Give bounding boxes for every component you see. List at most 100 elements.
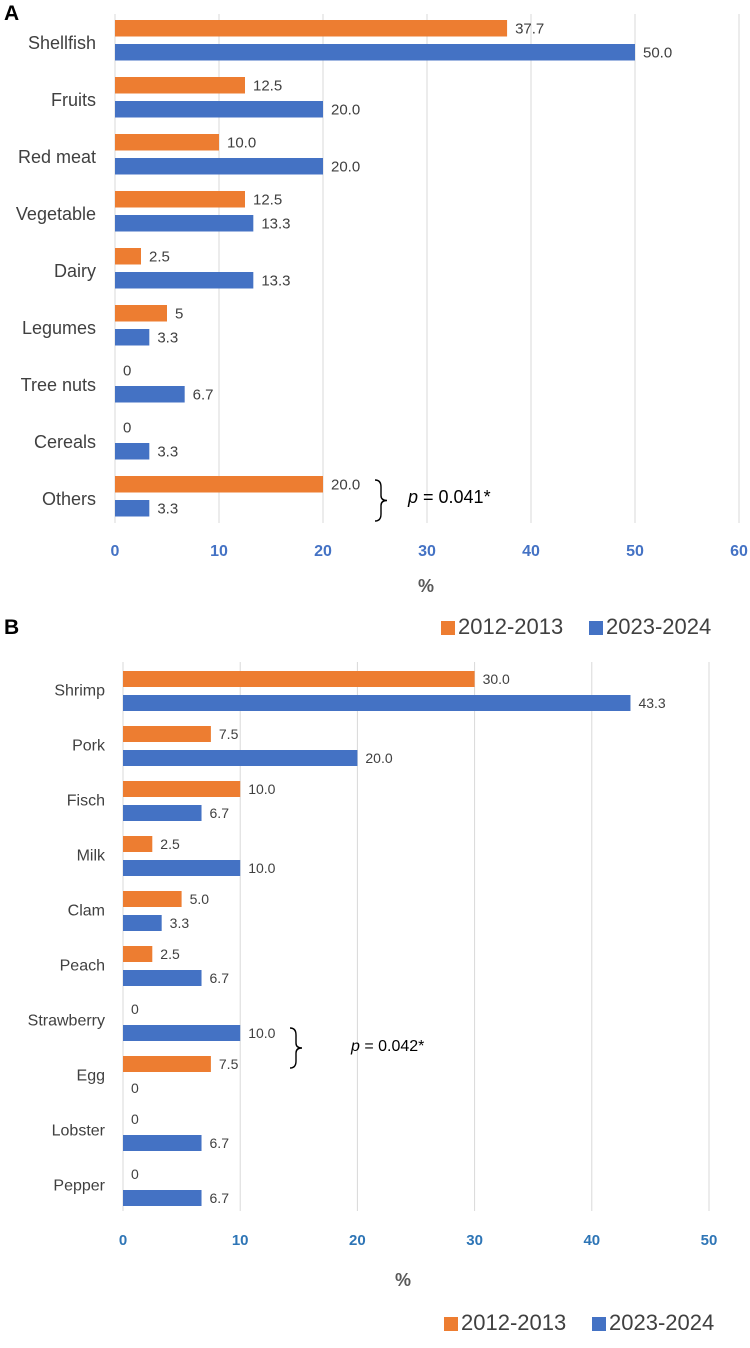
category-label-lobster: Lobster	[52, 1122, 106, 1139]
x-tick-label: 0	[119, 1232, 127, 1249]
data-label-2023-2024-tree-nuts: 6.7	[193, 387, 214, 404]
data-label-2012-2013-cereals: 0	[123, 420, 131, 437]
data-label-2023-2024-milk: 10.0	[248, 860, 275, 876]
category-label-dairy: Dairy	[54, 261, 96, 281]
data-label-2023-2024-shrimp: 43.3	[638, 695, 665, 711]
bar-2023-2024-milk	[123, 860, 241, 876]
bar-2023-2024-fisch	[123, 805, 202, 821]
p-value-annotation: p = 0.041*	[407, 487, 491, 507]
data-label-2012-2013-legumes: 5	[175, 306, 183, 323]
data-label-2023-2024-legumes: 3.3	[157, 330, 178, 347]
data-label-2012-2013-peach: 2.5	[160, 946, 180, 962]
category-label-egg: Egg	[77, 1067, 105, 1084]
category-label-pepper: Pepper	[53, 1177, 105, 1194]
bar-2012-2013-pork	[123, 726, 211, 742]
category-label-peach: Peach	[60, 957, 105, 974]
legend-a: 2012-2013 2023-2024	[441, 614, 711, 639]
bar-2023-2024-red-meat	[115, 158, 323, 175]
bar-2012-2013-peach	[123, 946, 153, 962]
significance-brace	[374, 479, 388, 522]
x-tick-label: 30	[418, 543, 436, 560]
data-label-2012-2013-egg: 7.5	[219, 1056, 239, 1072]
p-value: = 0.041*	[423, 487, 491, 507]
data-label-2023-2024-cereals: 3.3	[157, 444, 178, 461]
bar-2023-2024-peach	[123, 970, 202, 986]
bar-2012-2013-red-meat	[115, 134, 219, 151]
legend-label-2012-2013: 2012-2013	[461, 1310, 566, 1335]
data-label-2012-2013-strawberry: 0	[131, 1001, 139, 1017]
legend-swatch-2023-2024	[589, 621, 603, 635]
data-label-2012-2013-fruits: 12.5	[253, 78, 282, 95]
x-tick-label: 10	[210, 543, 228, 560]
bar-2023-2024-others	[115, 500, 150, 517]
p-value: = 0.042*	[364, 1038, 424, 1055]
category-label-clam: Clam	[68, 902, 105, 919]
x-tick-label: 40	[522, 543, 540, 560]
bar-2023-2024-lobster	[123, 1135, 202, 1151]
p-symbol: p	[407, 487, 423, 507]
bar-2012-2013-fisch	[123, 781, 241, 797]
data-label-2023-2024-peach: 6.7	[210, 970, 230, 986]
x-tick-label: 50	[701, 1232, 718, 1249]
data-label-2023-2024-egg: 0	[131, 1080, 139, 1096]
bar-2023-2024-shrimp	[123, 695, 631, 711]
category-label-milk: Milk	[77, 847, 106, 864]
bar-2023-2024-dairy	[115, 272, 254, 289]
data-label-2023-2024-clam: 3.3	[170, 915, 190, 931]
category-label-cereals: Cereals	[34, 432, 96, 452]
data-label-2012-2013-dairy: 2.5	[149, 249, 170, 266]
category-label-legumes: Legumes	[22, 318, 96, 338]
x-tick-label: 20	[349, 1232, 366, 1249]
x-tick-label: 60	[730, 543, 748, 560]
bar-2012-2013-fruits	[115, 77, 245, 94]
x-tick-label: 30	[466, 1232, 483, 1249]
legend-label-2023-2024: 2023-2024	[606, 614, 711, 639]
data-label-2023-2024-fisch: 6.7	[210, 805, 230, 821]
x-tick-label: 50	[626, 543, 644, 560]
bar-2012-2013-milk	[123, 836, 153, 852]
legend-swatch-2023-2024	[592, 1317, 606, 1331]
chart-panel-b: B 0 10 20 30 40 50 Shrimp 30.0 43.3 Pork 7.5 20.0 Fis…	[4, 616, 717, 1335]
legend-label-2023-2024: 2023-2024	[609, 1310, 714, 1335]
legend-label-2012-2013: 2012-2013	[458, 614, 563, 639]
bar-2012-2013-dairy	[115, 248, 141, 265]
data-label-2023-2024-pepper: 6.7	[210, 1190, 230, 1206]
bar-2023-2024-clam	[123, 915, 162, 931]
data-label-2012-2013-milk: 2.5	[160, 836, 180, 852]
bar-2012-2013-shrimp	[123, 671, 475, 687]
x-tick-label: 10	[232, 1232, 249, 1249]
bar-2012-2013-egg	[123, 1056, 211, 1072]
bar-2012-2013-legumes	[115, 305, 167, 322]
category-label-pork: Pork	[72, 737, 106, 754]
data-label-2012-2013-fisch: 10.0	[248, 781, 275, 797]
data-label-2012-2013-shellfish: 37.7	[515, 21, 544, 38]
category-label-fisch: Fisch	[67, 792, 105, 809]
bar-2012-2013-vegetable	[115, 191, 245, 208]
data-label-2012-2013-pork: 7.5	[219, 726, 239, 742]
category-label-tree-nuts: Tree nuts	[21, 375, 96, 395]
panel-letter-b: B	[4, 616, 19, 639]
bar-2012-2013-clam	[123, 891, 182, 907]
data-label-2023-2024-strawberry: 10.0	[248, 1025, 275, 1041]
data-label-2012-2013-red-meat: 10.0	[227, 135, 256, 152]
legend-swatch-2012-2013	[444, 1317, 458, 1331]
chart-panel-a: A0 10 20 30 40 50 60Shellfish37.750.0Fruits12.…	[4, 2, 748, 639]
bar-2023-2024-vegetable	[115, 215, 254, 232]
category-label-red-meat: Red meat	[18, 147, 96, 167]
data-label-2023-2024-vegetable: 13.3	[261, 216, 290, 233]
significance-brace	[289, 1027, 303, 1069]
data-label-2012-2013-lobster: 0	[131, 1111, 139, 1127]
category-label-fruits: Fruits	[51, 90, 96, 110]
bar-2023-2024-pork	[123, 750, 358, 766]
data-label-2023-2024-shellfish: 50.0	[643, 45, 672, 62]
category-label-strawberry: Strawberry	[28, 1012, 105, 1029]
bar-2012-2013-others	[115, 476, 323, 493]
legend-swatch-2012-2013	[441, 621, 455, 635]
data-label-2023-2024-fruits: 20.0	[331, 102, 360, 119]
category-label-shellfish: Shellfish	[28, 33, 96, 53]
data-label-2012-2013-shrimp: 30.0	[483, 671, 510, 687]
data-label-2023-2024-dairy: 13.3	[261, 273, 290, 290]
x-axis-title: %	[395, 1270, 411, 1290]
x-tick-label: 20	[314, 543, 332, 560]
